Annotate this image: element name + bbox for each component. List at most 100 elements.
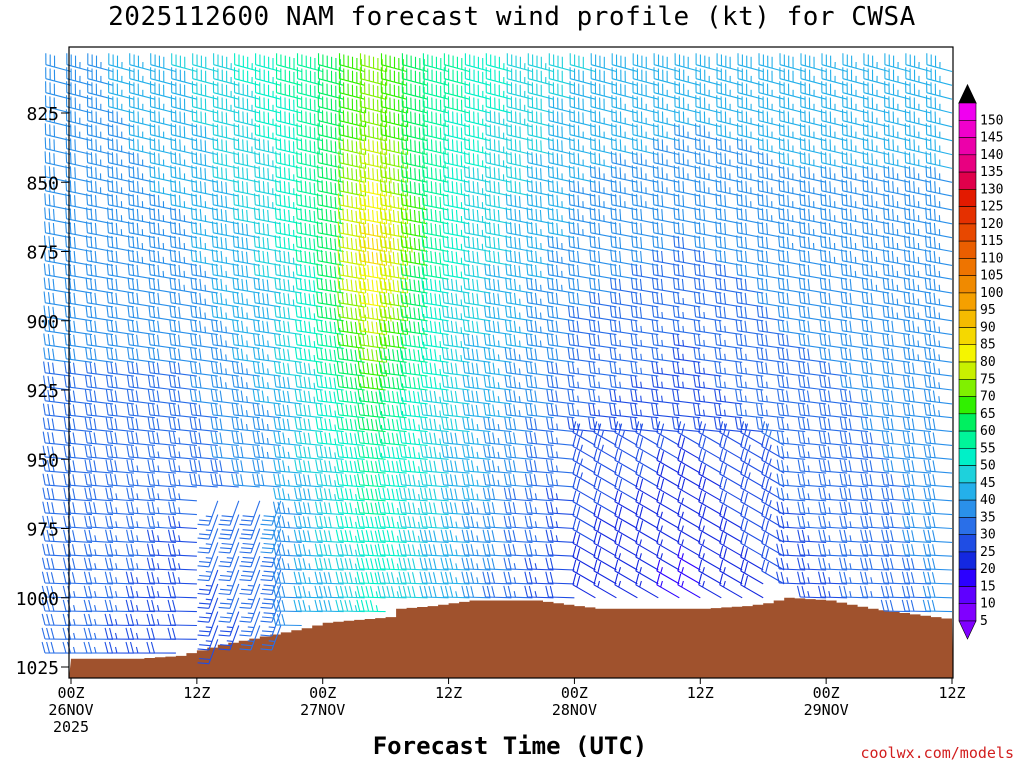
barb-feather — [50, 599, 55, 612]
barb-feather — [400, 249, 403, 261]
wind-barb — [398, 487, 428, 502]
barb-feather — [212, 165, 214, 177]
wind-barb — [146, 557, 176, 571]
wind-barb — [167, 557, 197, 571]
barb-feather — [177, 348, 181, 361]
barb-feather — [418, 155, 421, 167]
wind-barb — [273, 403, 302, 419]
barb-feather — [95, 181, 97, 193]
barb-feather — [283, 209, 286, 221]
barb-feather — [111, 250, 114, 262]
barb-feather — [246, 223, 249, 236]
barb-feather — [370, 405, 374, 417]
barb-feather — [105, 431, 109, 443]
barb-feather — [105, 473, 109, 486]
barb-feather — [382, 487, 386, 500]
barb-feather — [422, 239, 425, 251]
barb-feather — [85, 263, 88, 275]
barb-feather — [409, 153, 412, 165]
wind-barb — [106, 221, 135, 239]
wind-barb — [420, 431, 449, 446]
barb-feather — [346, 292, 349, 305]
barb-feather — [262, 320, 265, 333]
barb-feather — [434, 251, 437, 264]
barb-feather — [179, 153, 181, 165]
barb-feather — [130, 515, 134, 528]
wind-barb — [169, 305, 197, 322]
wind-barb — [105, 529, 134, 543]
barb-feather — [283, 223, 286, 235]
barb-feather — [309, 196, 312, 208]
wind-barb — [260, 597, 282, 623]
barb-feather — [349, 558, 353, 570]
barb-feather — [89, 306, 93, 318]
barb-half-feather — [73, 618, 76, 626]
barb-shaft — [87, 232, 114, 239]
barb-feather — [370, 558, 374, 570]
barb-feather — [305, 153, 307, 165]
barb-feather — [362, 306, 365, 318]
barb-feather — [403, 390, 407, 402]
wind-barb — [148, 263, 176, 280]
wind-barb — [379, 179, 409, 197]
wind-barb — [253, 249, 281, 266]
barb-feather — [252, 361, 256, 373]
barb-feather — [279, 152, 282, 164]
barb-half-feather — [267, 368, 269, 375]
barb-feather — [85, 361, 88, 373]
barb-feather — [386, 572, 391, 584]
wind-barb — [218, 569, 240, 596]
barb-feather — [377, 571, 382, 584]
wind-barb — [189, 459, 218, 474]
barb-feather — [89, 320, 93, 332]
barb-feather — [308, 349, 311, 361]
barb-shaft — [45, 232, 72, 239]
barb-feather — [178, 264, 181, 277]
wind-barb — [440, 501, 470, 516]
barb-feather — [172, 613, 176, 626]
barb-feather — [324, 334, 328, 347]
barb-feather — [272, 515, 277, 528]
barb-feather — [338, 225, 341, 238]
barb-feather — [46, 571, 51, 584]
wind-barb — [85, 249, 114, 266]
barb-feather — [357, 375, 361, 387]
barb-feather — [94, 348, 97, 361]
wind-barb — [441, 375, 470, 391]
barb-feather — [240, 432, 244, 444]
barb-feather — [359, 239, 362, 251]
barb-feather — [319, 515, 323, 528]
barb-feather — [412, 544, 416, 556]
barb-half-feather — [157, 493, 160, 500]
barb-feather — [384, 309, 388, 321]
barb-feather — [173, 362, 177, 374]
barb-feather — [131, 404, 135, 416]
barb-feather — [108, 641, 113, 654]
barb-feather — [334, 210, 337, 223]
wind-barb — [336, 403, 365, 419]
barb-feather — [438, 308, 442, 320]
barb-feather — [277, 585, 281, 598]
barb-feather — [216, 250, 219, 262]
barb-feather — [214, 473, 218, 486]
barb-feather — [304, 167, 307, 179]
wind-barb — [337, 277, 367, 294]
barb-feather — [169, 305, 172, 317]
barb-feather — [172, 543, 176, 556]
barb-feather — [429, 460, 433, 472]
barb-feather — [74, 153, 76, 165]
barb-half-feather — [439, 354, 442, 362]
barb-feather — [64, 235, 67, 247]
barb-shaft — [212, 414, 239, 419]
barb-feather — [106, 361, 109, 373]
wind-barb — [419, 571, 449, 585]
barb-feather — [339, 183, 341, 196]
barb-feather — [109, 460, 114, 472]
barb-feather — [288, 168, 291, 180]
wind-barb — [254, 109, 281, 128]
barb-feather — [350, 349, 353, 361]
barb-feather — [110, 376, 114, 388]
wind-barb — [197, 528, 219, 554]
barb-feather — [261, 432, 265, 444]
wind-barb — [43, 361, 72, 377]
